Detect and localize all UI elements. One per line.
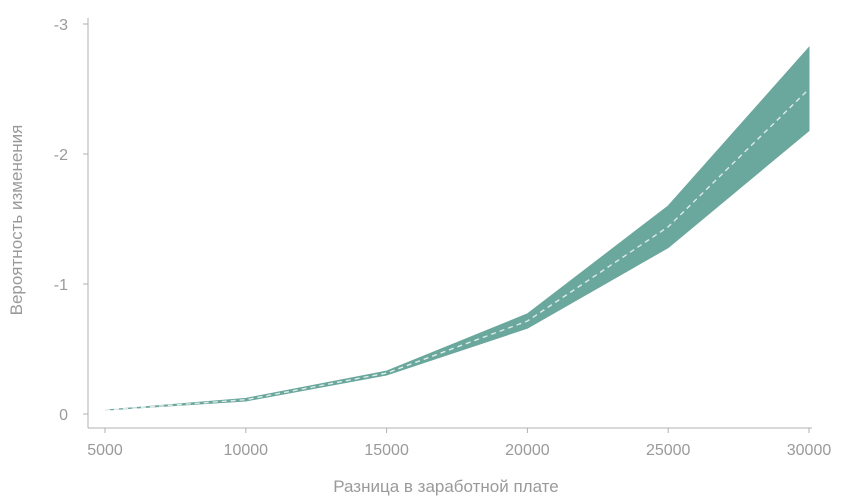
x-axis-ticks: 5000 10000 15000 20000 25000 30000 [87,428,831,459]
x-tick-label: 20000 [505,442,550,459]
y-tick-label: -2 [54,147,68,164]
x-tick-label: 30000 [787,442,832,459]
axes [87,18,812,429]
median-line [104,88,810,411]
y-axis-title: Вероятность изменения [7,125,26,316]
x-axis-title: Разница в заработной плате [333,477,558,496]
confidence-band-layer [104,46,810,411]
y-tick-label: -3 [54,17,68,34]
y-axis-ticks: 0 -1 -2 -3 [54,17,88,424]
x-tick-label: 15000 [364,442,409,459]
median-line-layer [104,88,810,411]
x-tick-label: 25000 [646,442,691,459]
confidence-band [104,46,810,411]
x-tick-label: 5000 [87,442,123,459]
y-tick-label: 0 [59,407,68,424]
median-line-shadow [104,88,810,411]
y-tick-label: -1 [54,277,68,294]
x-tick-label: 10000 [224,442,269,459]
